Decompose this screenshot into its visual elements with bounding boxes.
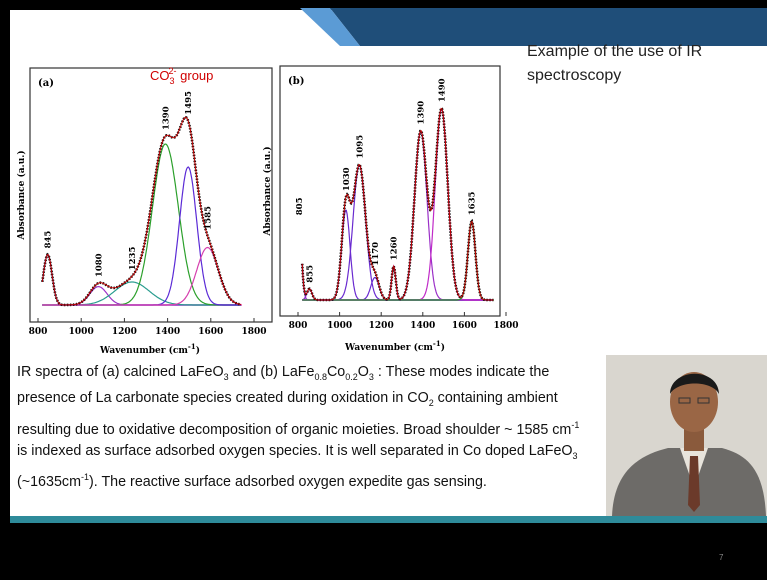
subscript: 0.8 [314, 371, 327, 382]
text: CO [150, 68, 170, 83]
subscript: 3 [572, 450, 578, 461]
x-tick-label: 1000 [327, 321, 352, 331]
peak-label: 1495 [184, 91, 194, 115]
footer-band [10, 516, 767, 523]
superscript: 2- [169, 66, 177, 76]
header-accent [300, 8, 360, 46]
subscript: 0.2 [345, 371, 358, 382]
caption-line: presence of La carbonate species created… [17, 388, 579, 414]
peak-label: 855 [305, 265, 315, 283]
caption-line: is indexed as surface adsorbed oxygen sp… [17, 441, 579, 467]
figure-frame [279, 65, 501, 317]
peak-label: 805 [295, 197, 305, 215]
caption: IR spectra of (a) calcined LaFeO3 and (b… [17, 362, 579, 494]
caption-line: resulting due to oxidative decomposition… [17, 415, 579, 441]
ir-spectrum-figure: (b) Absorbance (a.u.) Wavenumber (cm-1) 800… [262, 65, 519, 353]
peak-label: 1235 [128, 247, 138, 271]
x-tick-label: 1600 [198, 327, 223, 337]
slide-heading: Example of the use of IR spectroscopy [527, 43, 703, 84]
panel-label: (b) [288, 76, 304, 87]
text: presence of La carbonate species created… [17, 390, 429, 407]
text: Wavenumber (cm [99, 345, 188, 356]
peak-label: 1490 [438, 78, 448, 102]
peak-label: 1390 [161, 106, 171, 130]
x-tick-label: 1600 [452, 321, 477, 331]
header-band [330, 8, 767, 46]
presenter [606, 355, 767, 516]
text: resulting due to oxidative decomposition… [17, 421, 572, 438]
peak-label: 1635 [468, 192, 478, 216]
ir-spectrum-figure: (a) Absorbance (a.u.) Wavenumber (cm-1) 800… [16, 66, 273, 356]
group-annotation: CO32- group [150, 66, 213, 86]
x-tick-label: 1200 [112, 327, 137, 337]
text: containing ambient [433, 390, 558, 407]
text: group [177, 68, 214, 83]
text: IR spectra of (a) calcined LaFeO [17, 364, 224, 380]
fitted-peak [302, 220, 494, 301]
x-axis-label: Wavenumber (cm-1) [99, 342, 200, 356]
superscript: -1 [188, 342, 196, 351]
subscript: 2 [428, 398, 434, 409]
fitted-peak [42, 246, 242, 306]
peak-label: 1170 [371, 242, 381, 266]
x-axis-label: Wavenumber (cm-1) [344, 339, 445, 353]
peak-label: 845 [44, 231, 54, 249]
peak-label: 1030 [342, 167, 352, 191]
text: : These modes indicate the [373, 364, 550, 380]
envelope-fit [41, 116, 242, 306]
peak-label: 1390 [417, 101, 427, 125]
x-tick-label: 1000 [69, 327, 94, 337]
page-number: 7 [719, 553, 724, 562]
text: is indexed as surface adsorbed oxygen sp… [17, 442, 573, 459]
x-tick-label: 1200 [369, 321, 394, 331]
x-tick-label: 1400 [410, 321, 435, 331]
envelope-fit [301, 107, 494, 301]
peak-label: 1095 [355, 135, 365, 159]
text: O [357, 364, 369, 380]
peak-label: 1080 [94, 253, 104, 277]
panel-label: (a) [38, 78, 54, 89]
superscript: -1 [571, 419, 580, 430]
y-axis-label: Absorbance (a.u.) [262, 146, 273, 236]
text: Co [326, 364, 346, 380]
subscript: 3 [170, 76, 175, 86]
x-tick-label: 800 [289, 321, 308, 331]
superscript: -1 [433, 339, 441, 348]
x-tick-label: 1800 [241, 327, 266, 337]
caption-line: (~1635cm-1). The reactive surface adsorb… [17, 467, 579, 493]
text: and (b) LaFe [228, 364, 315, 380]
subscript: 3 [368, 371, 374, 382]
x-tick-label: 1800 [493, 321, 518, 331]
peak-label: 1585 [204, 206, 214, 230]
peak-label: 1260 [390, 236, 400, 260]
text: Wavenumber (cm [344, 342, 433, 353]
text: ) [196, 345, 200, 356]
x-tick-label: 800 [29, 327, 48, 337]
caption-line: IR spectra of (a) calcined LaFeO3 and (b… [17, 362, 579, 388]
superscript: -1 [80, 472, 89, 483]
x-tick-label: 1400 [155, 327, 180, 337]
text: ). The reactive surface adsorbed oxygen … [89, 474, 487, 491]
y-axis-label: Absorbance (a.u.) [16, 150, 27, 240]
figure-frame [29, 67, 273, 323]
subscript: 3 [223, 371, 229, 382]
text: ) [441, 342, 445, 353]
text: (~1635cm [17, 474, 81, 491]
